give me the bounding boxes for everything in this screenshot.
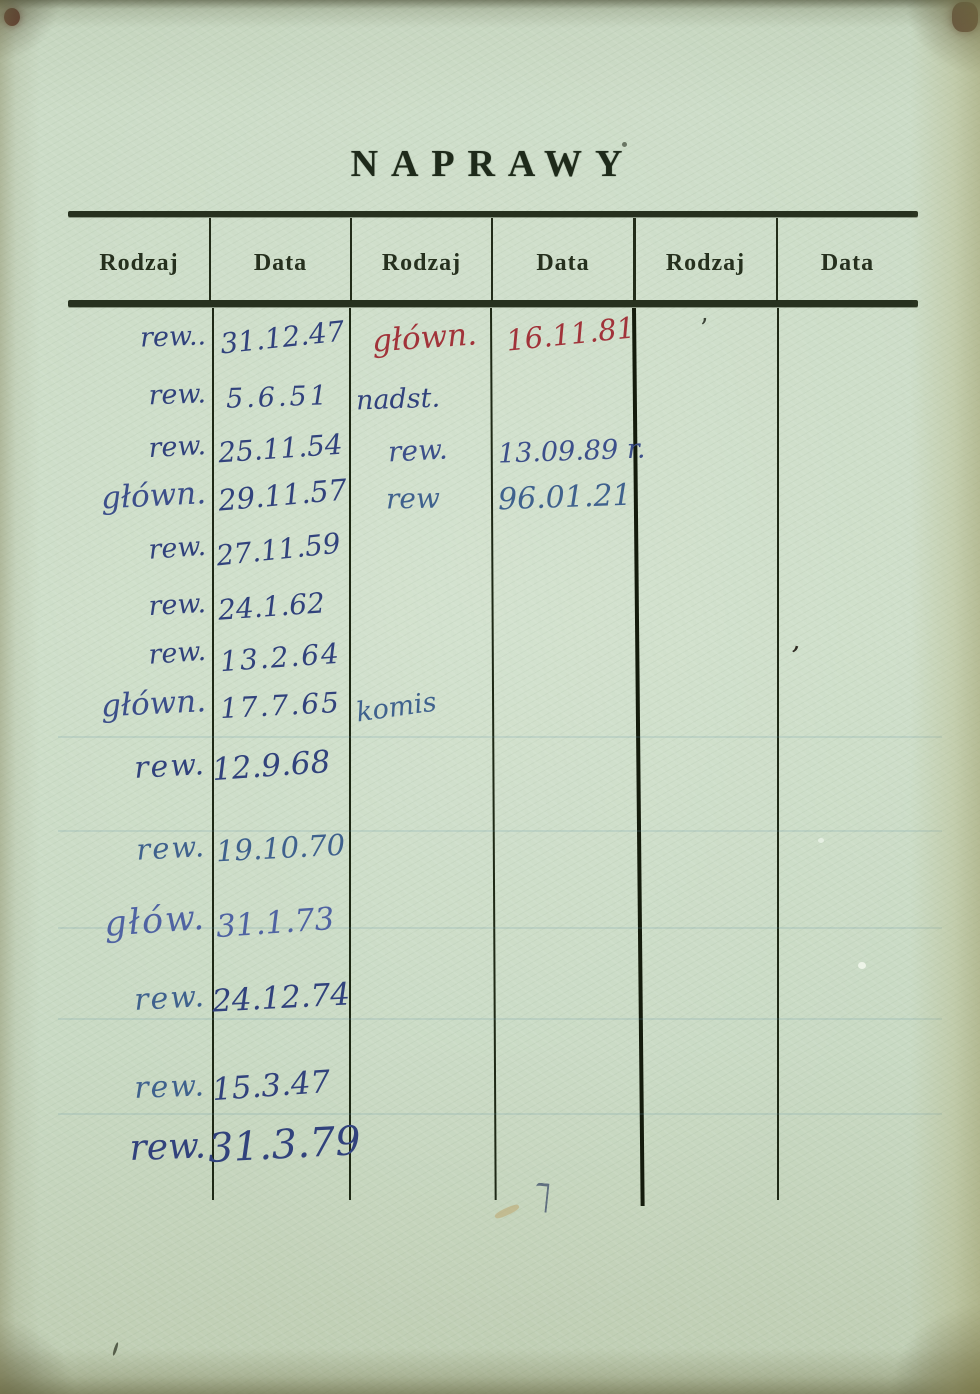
column-header-data-1: Data (253, 250, 308, 276)
repair-date: 24.1.62 (216, 586, 326, 627)
repair-date: 13.09.89 r. (497, 433, 646, 470)
repair-type: główn. (100, 475, 207, 517)
header-divider (350, 218, 352, 301)
header-divider (491, 218, 493, 301)
column-header-data-3: Data (820, 250, 875, 276)
faint-ruling-line (58, 1018, 942, 1020)
repair-type: rew. (387, 432, 449, 469)
paper-fleck (858, 962, 866, 969)
repair-type: rew. (147, 635, 207, 671)
repair-type: rew. (133, 747, 207, 786)
repair-type: rew. (135, 829, 207, 867)
faint-ruling-line (58, 1113, 942, 1115)
repair-type: rew. (148, 378, 207, 412)
repair-date: 27.11.59 (214, 526, 343, 573)
stray-pen-mark (533, 1182, 550, 1213)
paper-fleck (818, 838, 824, 843)
repair-date: 15.3.47 (210, 1063, 332, 1109)
faint-ruling-line (58, 736, 942, 738)
paper-fleck (111, 1341, 120, 1357)
column-header-data-2: Data (536, 250, 590, 276)
repair-date: 16.11.81 (504, 310, 637, 358)
table-header-rule (68, 300, 918, 307)
paper-smudge (493, 1202, 521, 1221)
repair-date: 29.11.57 (216, 472, 349, 518)
repair-date: 96.01.21 (497, 477, 633, 518)
repair-type: rew. (133, 979, 207, 1018)
repair-date: 5.6.51 (225, 380, 331, 415)
repair-date: 19.10.70 (215, 827, 346, 869)
repair-type: rew. (147, 530, 207, 566)
repair-type: główn. (370, 316, 479, 360)
header-divider (633, 218, 636, 301)
repair-date: 31.12.47 (218, 314, 347, 361)
repair-date: 13.2.64 (218, 636, 342, 679)
corner-stain (952, 2, 978, 32)
repair-type: głów. (102, 897, 208, 945)
repair-type: rew (385, 481, 441, 516)
table-top-rule (68, 211, 918, 217)
repair-date: 24.12.74 (211, 976, 351, 1020)
repair-type: rew. (128, 1125, 207, 1170)
column-divider (490, 307, 497, 1200)
repair-date: 31.3.79 (206, 1118, 362, 1172)
repair-type: rew. (147, 588, 207, 623)
repair-type: rew.. (139, 320, 207, 354)
stray-comma-mark: ’ (785, 639, 802, 674)
repair-date: 25.11.54 (217, 427, 344, 470)
repair-type: rew. (147, 430, 207, 465)
column-header-rodzaj-3: Rodzaj (665, 250, 746, 276)
column-divider (349, 308, 351, 1200)
repair-date: 12.9.68 (210, 743, 332, 789)
repair-type: nadst. (355, 382, 441, 417)
column-divider (777, 308, 779, 1200)
repair-type: rew. (133, 1068, 207, 1106)
column-header-rodzaj-2: Rodzaj (381, 250, 462, 276)
corner-stain (4, 8, 20, 26)
repair-type: główn. (100, 683, 207, 725)
page-title: NAPRAWY (350, 143, 636, 185)
repair-type: komis (354, 686, 439, 729)
column-header-rodzaj-1: Rodzaj (99, 250, 179, 276)
stray-apostrophe-mark: ’ (700, 314, 709, 344)
header-divider (776, 218, 778, 301)
header-divider (209, 218, 211, 301)
repair-date: 17.7.65 (219, 685, 342, 726)
repair-date: 31.1.73 (214, 900, 336, 946)
